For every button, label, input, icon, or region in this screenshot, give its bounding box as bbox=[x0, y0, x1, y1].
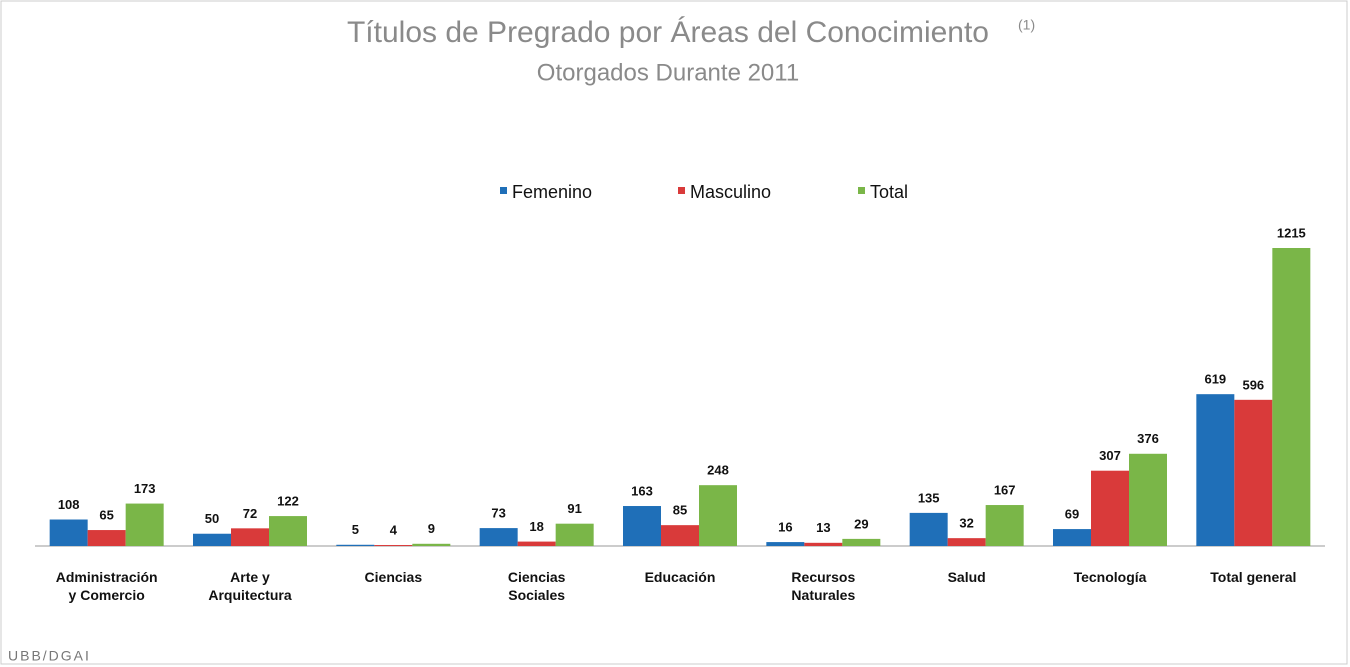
bar bbox=[87, 530, 126, 546]
legend-swatch bbox=[858, 187, 865, 194]
data-label: 50 bbox=[205, 511, 219, 526]
bar bbox=[1196, 394, 1235, 546]
data-label: 65 bbox=[99, 507, 113, 522]
data-label: 13 bbox=[816, 520, 830, 535]
bar bbox=[699, 485, 737, 546]
data-label: 9 bbox=[428, 521, 435, 536]
legend-label: Femenino bbox=[512, 182, 592, 202]
data-label: 167 bbox=[994, 482, 1016, 497]
bar bbox=[804, 542, 843, 546]
legend-swatch bbox=[678, 187, 685, 194]
x-tick-label: Educación bbox=[644, 569, 716, 585]
bar bbox=[193, 533, 231, 546]
data-label: 596 bbox=[1242, 377, 1264, 392]
legend-label: Total bbox=[870, 182, 908, 202]
bar bbox=[555, 523, 594, 546]
bar bbox=[766, 542, 805, 546]
bar bbox=[412, 543, 451, 546]
x-tick-label: Administración y Comercio bbox=[55, 569, 158, 603]
bar bbox=[1091, 470, 1129, 546]
x-tick-label: Total general bbox=[1210, 569, 1297, 585]
data-label: 73 bbox=[491, 506, 505, 521]
data-label: 4 bbox=[390, 522, 398, 537]
bar bbox=[1129, 453, 1167, 546]
data-label: 5 bbox=[352, 522, 359, 537]
bar bbox=[231, 528, 269, 546]
data-label: 85 bbox=[673, 503, 687, 518]
bar bbox=[1272, 248, 1311, 546]
bar bbox=[269, 516, 307, 546]
data-label: 72 bbox=[243, 506, 257, 521]
legend-label: Masculino bbox=[690, 182, 771, 202]
data-label: 91 bbox=[567, 501, 581, 516]
data-label: 376 bbox=[1137, 431, 1159, 446]
data-label: 16 bbox=[778, 520, 792, 535]
data-label: 163 bbox=[631, 483, 653, 498]
data-label: 29 bbox=[854, 516, 868, 531]
data-label: 173 bbox=[134, 481, 156, 496]
bar bbox=[623, 506, 661, 546]
data-label: 18 bbox=[529, 519, 543, 534]
x-tick-label: Tecnología bbox=[1073, 569, 1147, 585]
footer: UBB/DGAI bbox=[8, 648, 91, 664]
data-label: 122 bbox=[277, 494, 299, 509]
data-label: 135 bbox=[918, 490, 940, 505]
x-tick-label: Arte y Arquitectura bbox=[208, 569, 292, 603]
legend-swatch bbox=[500, 187, 507, 194]
data-label: 1215 bbox=[1277, 225, 1306, 240]
data-label: 69 bbox=[1065, 507, 1079, 522]
chart-title: Títulos de Pregrado por Áreas del Conoci… bbox=[347, 16, 989, 49]
bar bbox=[1053, 529, 1091, 546]
x-tick-label: Ciencias Sociales bbox=[507, 569, 566, 603]
bar bbox=[661, 525, 699, 546]
data-label: 248 bbox=[707, 463, 729, 478]
bar bbox=[1234, 399, 1273, 546]
bar bbox=[842, 538, 881, 546]
bar bbox=[49, 519, 88, 546]
data-label: 108 bbox=[58, 497, 80, 512]
x-tick-label: Recursos Naturales bbox=[791, 569, 856, 603]
data-label: 32 bbox=[959, 516, 973, 531]
x-tick-label: Salud bbox=[947, 569, 986, 585]
bar bbox=[125, 503, 164, 546]
chart-subtitle: Otorgados Durante 2011 bbox=[537, 59, 799, 86]
bar bbox=[909, 512, 948, 546]
data-label: 307 bbox=[1099, 448, 1121, 463]
bar bbox=[374, 545, 413, 546]
bar bbox=[985, 505, 1024, 546]
title-note: (1) bbox=[1018, 17, 1035, 33]
data-label: 619 bbox=[1204, 372, 1226, 387]
bar bbox=[947, 538, 986, 546]
bar bbox=[336, 544, 375, 546]
bar bbox=[517, 541, 556, 546]
x-tick-label: Ciencias bbox=[364, 569, 423, 585]
bar bbox=[479, 528, 518, 546]
